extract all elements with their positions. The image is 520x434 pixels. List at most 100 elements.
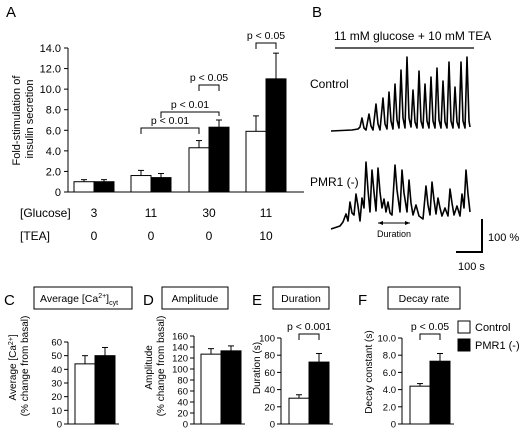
panel-a-bar [188,147,210,193]
panel-a-significance-bracket [140,127,200,134]
panel-letter-c: C [4,292,15,309]
panel-a-glucose-value: 11 [145,206,158,220]
panel-c-y-tick-label: 30 [51,379,62,390]
panel-a-bar [73,181,95,193]
panel-f-y-tick-label: 8.0 [383,351,396,362]
panel-a-bar [245,130,267,193]
panel-a-y-axis-label: Fold-stimulation of insulin secretion [11,73,36,166]
panel-c-y-tick-label: 10 [51,406,62,417]
panel-a-bar [130,175,152,193]
panel-f-y-tick-label: 2.0 [383,402,396,413]
panel-f-bar [429,360,451,425]
panel-f-title: Decay rate [399,293,450,305]
panel-a-tea-value: 0 [91,229,98,243]
panel-letter-e: E [252,292,262,309]
panel-c-title-box [33,286,133,310]
panel-e-y-tick-label: 40 [264,385,275,396]
panel-b-traces: 11 mM glucose + 10 mM TEA Control PMR1 (… [310,29,519,273]
panel-a-significance-label: p < 0.01 [171,99,209,111]
control-calcium-trace [330,56,471,132]
panel-e-y-tick-label: 0 [270,420,275,431]
panel-f-y-axis-label: Decay constant (s) [364,330,375,413]
panel-a-y-tick-label: 8.0 [46,105,61,117]
panel-f-y-tick-label: 4.0 [383,385,396,396]
panel-e-significance-label: p < 0.001 [287,321,331,333]
panel-c-y-axis-label: Average [Ca2+] (% change from basal) [8,316,31,417]
panel-d-y-tick-label: 20 [177,409,188,420]
panel-e-bar [308,361,330,425]
panel-a-tea-value: 0 [148,229,155,243]
scale-bar-y-label: 100 % [488,232,519,244]
panel-d-y-tick-label: 140 [172,343,188,354]
panel-c-bar [94,355,116,425]
panel-a-significance-label: p < 0.01 [151,115,189,127]
panel-a-y-tick-label: 4.0 [46,146,61,158]
panel-a-chart: Fold-stimulation of insulin secretion [G… [11,73,71,243]
panel-d-bar [200,353,222,425]
panel-c-y-tick-label: 60 [51,338,62,349]
panel-f-title-box [387,286,461,310]
panel-e-title: Duration [281,293,321,305]
panel-f-y-tick-label: 10.0 [378,334,397,345]
panel-e-bar [288,397,310,425]
panel-a-y-tick-label: 2.0 [46,166,61,178]
panel-c-title: Average [Ca2+]cyt [40,293,118,307]
panel-b-header: 11 mM glucose + 10 mM TEA [334,29,491,43]
panel-a-significance-bracket [160,111,220,118]
panel-letter-a: A [6,4,16,21]
panel-a-y-tick-label: 0 [55,187,61,199]
legend-control-label: Control [475,322,510,334]
tea-row-label: [TEA] [20,229,50,243]
panel-c-y-tick-label: 0 [57,420,62,431]
panel-a-significance-bracket [198,84,220,91]
panel-e-title-box [272,286,330,310]
panel-f-bar [409,385,431,425]
panel-d-y-tick-label: 60 [177,387,188,398]
panel-d-y-tick-label: 100 [172,365,188,376]
panel-d-y-tick-label: 80 [177,376,188,387]
panel-a-bar [265,78,287,193]
panel-f-significance-bracket [419,333,441,340]
panel-c-y-tick-label: 50 [51,351,62,362]
legend-control-swatch [457,320,471,334]
panel-a-tea-value: 10 [259,229,273,243]
panel-e-y-axis-label: Duration (s) [252,342,263,394]
legend-pmr1-swatch [457,338,471,352]
panel-titles: Average [Ca2+]cyt Amplitude Duration Dec… [33,286,520,352]
pmr1-calcium-trace [330,161,471,230]
panel-e-y-tick-label: 60 [264,368,275,379]
panel-d-y-tick-label: 120 [172,354,188,365]
panel-c-y-tick-label: 20 [51,392,62,403]
scale-bar [456,219,483,253]
panel-a-bar [208,126,230,193]
panel-a-significance-bracket [255,42,277,49]
panel-a-y-tick-label: 14.0 [40,43,61,55]
glucose-row-label: [Glucose] [20,206,71,220]
panel-a-glucose-value: 3 [91,206,98,220]
panel-a-significance-label: p < 0.05 [190,72,228,84]
panel-f-significance-label: p < 0.05 [411,321,449,333]
panel-a-bar [93,181,115,193]
panel-d-y-tick-label: 160 [172,332,188,343]
panel-e-y-tick-label: 100 [259,334,275,345]
panel-a-y-tick-label: 12.0 [40,64,61,76]
panel-e-y-tick-label: 20 [264,402,275,413]
panel-d-y-tick-label: 0 [183,420,188,431]
legend-pmr1-label: PMR1 (-) [475,340,520,352]
panel-a-tea-value: 0 [206,229,213,243]
panel-f-y-tick-label: 0 [391,420,396,431]
panel-a-y-tick-label: 10.0 [40,84,61,96]
panel-a-bar [150,177,172,193]
panel-letter-b: B [312,4,322,21]
panel-a-y-tick-label: 6.0 [46,125,61,137]
panel-d-y-tick-label: 40 [177,398,188,409]
panel-d-bar [220,350,242,425]
panel-a-glucose-value: 30 [202,206,216,220]
panel-a-significance-label: p < 0.05 [247,30,285,42]
control-trace-label: Control [310,77,349,91]
panel-d-y-axis-label: Amplitude (% change from basal) [144,316,167,417]
panel-letter-f: F [358,292,367,309]
panel-c-bar [74,363,96,425]
